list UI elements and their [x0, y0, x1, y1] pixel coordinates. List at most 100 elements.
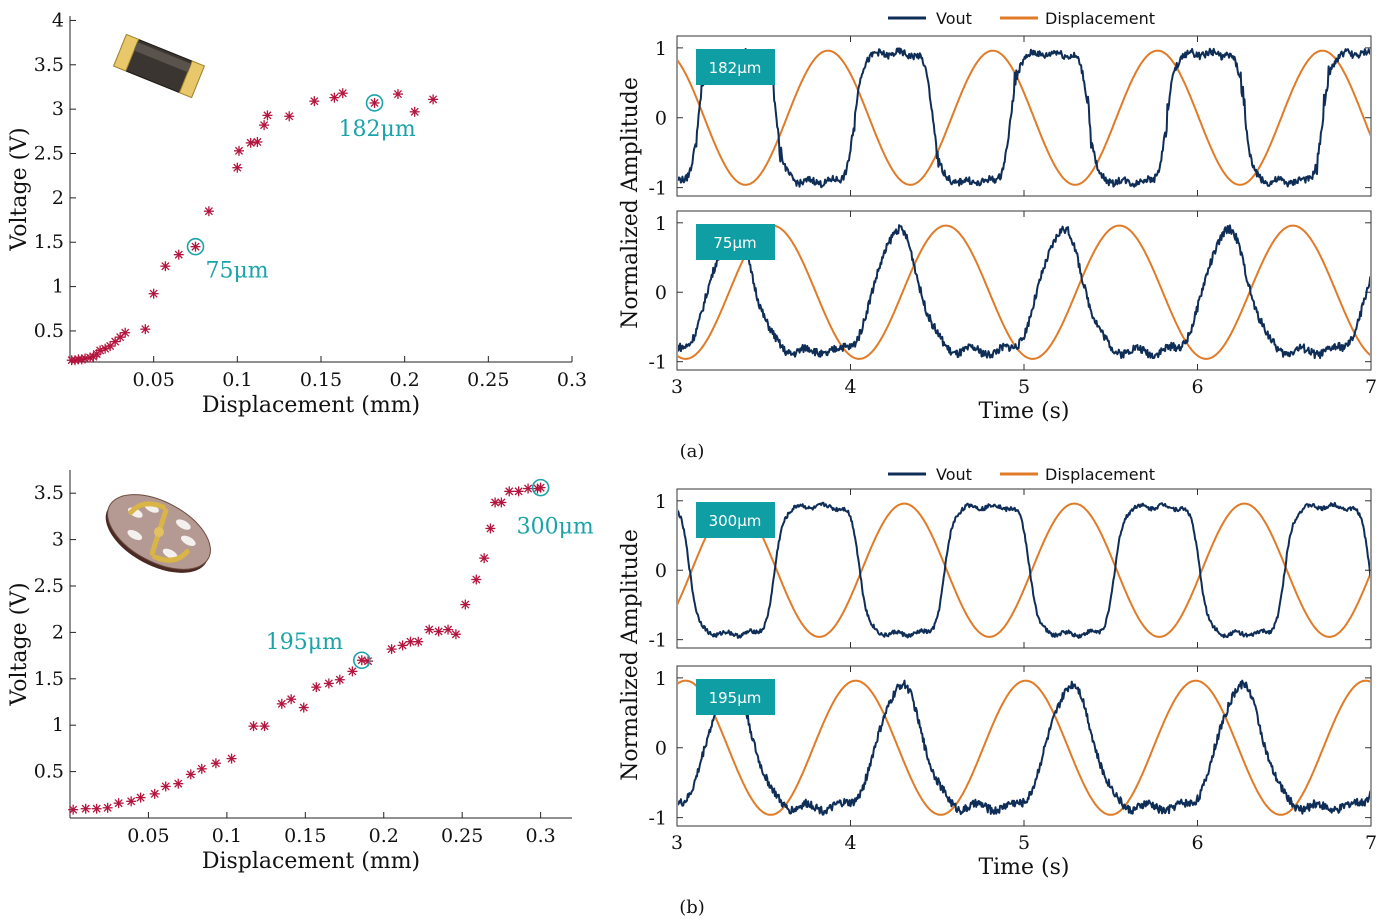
- asterisk-stroke: [161, 782, 170, 791]
- x-tick-label: 0.15: [300, 369, 342, 391]
- y-tick-label: 0.5: [34, 761, 64, 783]
- y-tick-label: -1: [648, 352, 667, 374]
- data-point: [513, 486, 524, 497]
- annotation-label: 300μm: [517, 515, 594, 540]
- data-point: [140, 324, 151, 335]
- asterisk-stroke: [81, 354, 90, 363]
- legend-label-vout: Vout: [936, 9, 972, 28]
- data-point: [433, 626, 444, 637]
- asterisk-stroke: [370, 98, 379, 108]
- data-point: [397, 640, 408, 651]
- data-point: [149, 788, 160, 799]
- y-tick-label: 0: [655, 108, 667, 130]
- data-point: [329, 92, 340, 103]
- asterisk-stroke: [263, 111, 272, 120]
- asterisk-stroke: [227, 754, 236, 763]
- y-tick-label: 4: [52, 9, 64, 31]
- plot-frame: [676, 210, 1372, 371]
- y-tick-label: 0: [655, 560, 667, 582]
- resistor-terminal-left: [113, 33, 140, 72]
- x-tick-label: 5: [1018, 376, 1030, 398]
- sample-badge: [696, 224, 775, 260]
- sample-badge-label: 75μm: [713, 234, 756, 252]
- vout-series-line: [678, 501, 1370, 639]
- data-point: [252, 136, 263, 147]
- data-point: [409, 106, 420, 117]
- asterisk-stroke: [285, 112, 294, 121]
- highlight-circle: [531, 478, 550, 497]
- legend-label-vout: Vout: [936, 465, 972, 484]
- data-point: [148, 288, 159, 299]
- data-point: [309, 96, 320, 107]
- data-point: [535, 482, 546, 493]
- x-tick-label: 0.25: [467, 369, 509, 391]
- highlight-circle: [365, 94, 384, 112]
- displacement-series-line: [678, 502, 1370, 638]
- displacement-series-line: [678, 224, 1370, 360]
- asterisk-stroke: [103, 803, 112, 812]
- y-tick-label: -1: [648, 630, 667, 652]
- asterisk-stroke: [414, 637, 423, 646]
- data-point: [356, 655, 367, 666]
- data-point: [196, 763, 207, 774]
- asterisk-stroke: [425, 625, 434, 634]
- data-point: [262, 110, 273, 121]
- sample-badge: [696, 502, 775, 538]
- annotation-label: 195μm: [266, 630, 343, 655]
- asterisk-stroke: [150, 789, 159, 798]
- x-tick-label: 3: [671, 832, 683, 854]
- x-tick-label: 6: [1191, 376, 1203, 398]
- asterisk-stroke: [514, 487, 523, 496]
- asterisk-stroke: [497, 498, 506, 507]
- asterisk-stroke: [451, 630, 460, 639]
- x-tick-label: 0.2: [390, 369, 420, 391]
- data-point: [286, 694, 297, 705]
- disc-hole: [127, 529, 143, 541]
- y-tick-label: 2: [52, 621, 64, 643]
- asterisk-stroke: [246, 138, 255, 147]
- asterisk-stroke: [410, 107, 419, 116]
- y-tick-label: 3: [52, 98, 64, 120]
- asterisk-stroke: [312, 683, 321, 692]
- asterisk-stroke: [81, 804, 90, 813]
- x-tick-label: 4: [844, 832, 856, 854]
- asterisk-stroke: [472, 575, 481, 584]
- data-point: [226, 753, 237, 764]
- data-point: [276, 698, 287, 709]
- y-tick-label: 1: [655, 213, 667, 235]
- data-point: [91, 803, 102, 814]
- disc-center-pad: [154, 527, 164, 537]
- asterisk-stroke: [444, 625, 453, 634]
- disc-hole: [180, 535, 196, 546]
- x-tick-label: 0.1: [212, 825, 242, 847]
- legend-label-displacement: Displacement: [1045, 9, 1155, 28]
- y-tick-label: 0: [655, 282, 667, 304]
- asterisk-stroke: [92, 804, 101, 813]
- data-point: [120, 327, 131, 338]
- vout-series-line: [678, 47, 1370, 189]
- caption-b: (b): [679, 897, 705, 918]
- shared-y-axis-label: Normalized Amplitude: [618, 529, 643, 781]
- asterisk-stroke: [197, 764, 206, 773]
- asterisk-stroke: [253, 137, 262, 147]
- asterisk-stroke: [434, 627, 443, 636]
- y-axis-label: Voltage (V): [7, 582, 32, 706]
- data-point: [190, 241, 201, 252]
- sample-badge: [696, 679, 775, 715]
- asterisk-stroke: [310, 97, 319, 106]
- asterisk-stroke: [393, 90, 403, 99]
- time-series-chart-2: [676, 210, 1372, 371]
- x-axis-label: Time (s): [978, 399, 1069, 424]
- asterisk-stroke: [121, 328, 130, 337]
- x-tick-label: 0.05: [133, 369, 175, 391]
- data-point: [347, 666, 358, 677]
- asterisk-stroke: [136, 793, 145, 802]
- data-point: [102, 802, 113, 813]
- asterisk-stroke: [234, 146, 244, 155]
- y-tick-label: 3: [52, 529, 64, 551]
- asterisk-stroke: [461, 600, 470, 609]
- y-axis-label: Voltage (V): [7, 127, 32, 251]
- asterisk-stroke: [335, 675, 344, 684]
- data-point: [248, 721, 259, 732]
